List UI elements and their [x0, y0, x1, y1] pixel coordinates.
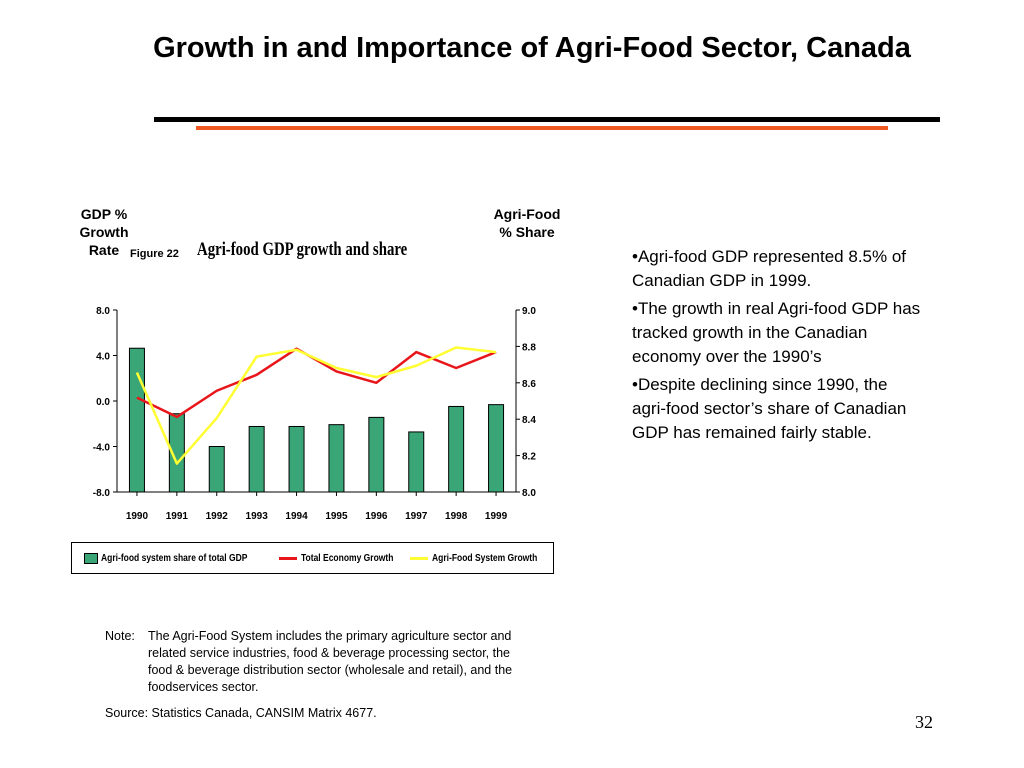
right-tick-label: 9.0 [522, 306, 536, 317]
x-tick-label: 1996 [365, 511, 388, 522]
bullet-item: •The growth in real Agri-food GDP has tr… [632, 299, 921, 366]
right-tick-label: 8.8 [522, 342, 536, 353]
x-tick-label: 1991 [166, 511, 189, 522]
x-tick-label: 1993 [246, 511, 269, 522]
right-axis-title: Agri-Food % Share [493, 206, 561, 240]
bullet-item: •Despite declining since 1990, the agri-… [632, 375, 907, 442]
bar-share-1992 [208, 446, 225, 493]
bar-share-1990 [128, 347, 145, 493]
x-tick-label: 1992 [206, 511, 229, 522]
legend-swatch-total-economy [279, 556, 298, 560]
bar-share-1995 [328, 424, 345, 493]
chart-legend: Agri-food system share of total GDP Tota… [71, 542, 554, 574]
right-tick-label: 8.0 [522, 488, 536, 499]
x-tick-label: 1999 [485, 511, 508, 522]
left-axis-title: GDP % Growth Rate [79, 206, 129, 258]
x-tick-label: 1998 [445, 511, 468, 522]
legend-item-share: Agri-food system share of total GDP [84, 552, 273, 564]
x-tick-label: 1990 [126, 511, 149, 522]
source-text: Source: Statistics Canada, CANSIM Matrix… [105, 706, 377, 720]
legend-label-total-economy: Total Economy Growth [301, 552, 394, 564]
page-number: 32 [915, 712, 933, 732]
note-text: The Agri-Food System includes the primar… [148, 629, 513, 694]
left-tick-label: -8.0 [93, 488, 111, 499]
legend-label-agri-food: Agri-Food System Growth [431, 552, 538, 564]
left-tick-label: 4.0 [96, 352, 110, 363]
left-tick-label: -4.0 [93, 443, 111, 454]
bullet-item: •Agri-food GDP represented 8.5% of Canad… [632, 247, 907, 290]
legend-item-total-economy: Total Economy Growth [279, 553, 410, 564]
chart-title: Agri-food GDP growth and share [197, 239, 408, 260]
title-rule-black [154, 117, 940, 122]
x-tick-label: 1997 [405, 511, 428, 522]
title-rule-orange [196, 126, 888, 130]
legend-swatch-share [84, 552, 98, 564]
note-label: Note: [105, 629, 135, 643]
bar-share-1997 [408, 431, 425, 493]
right-tick-label: 8.2 [522, 452, 536, 463]
left-tick-label: 0.0 [96, 397, 110, 408]
bar-share-1993 [248, 425, 265, 493]
legend-item-agri-food: Agri-Food System Growth [409, 552, 556, 564]
left-tick-label: 8.0 [96, 306, 110, 317]
bar-share-1994 [288, 425, 305, 493]
line-agri-food-growth [135, 346, 497, 465]
bullet-list: •Agri-food GDP represented 8.5% of Canad… [632, 245, 922, 449]
x-tick-label: 1995 [325, 511, 348, 522]
bar-share-1996 [368, 416, 385, 493]
right-tick-label: 8.4 [522, 415, 536, 426]
bar-share-1998 [448, 405, 465, 493]
figure-label: Figure 22 [130, 248, 179, 260]
slide-title: Growth in and Importance of Agri-Food Se… [153, 32, 911, 64]
x-tick-label: 1994 [285, 511, 308, 522]
legend-swatch-agri-food [409, 556, 428, 560]
bar-share-1999 [488, 404, 505, 493]
right-tick-label: 8.6 [522, 379, 536, 390]
legend-label-share: Agri-food system share of total GDP [101, 552, 248, 564]
